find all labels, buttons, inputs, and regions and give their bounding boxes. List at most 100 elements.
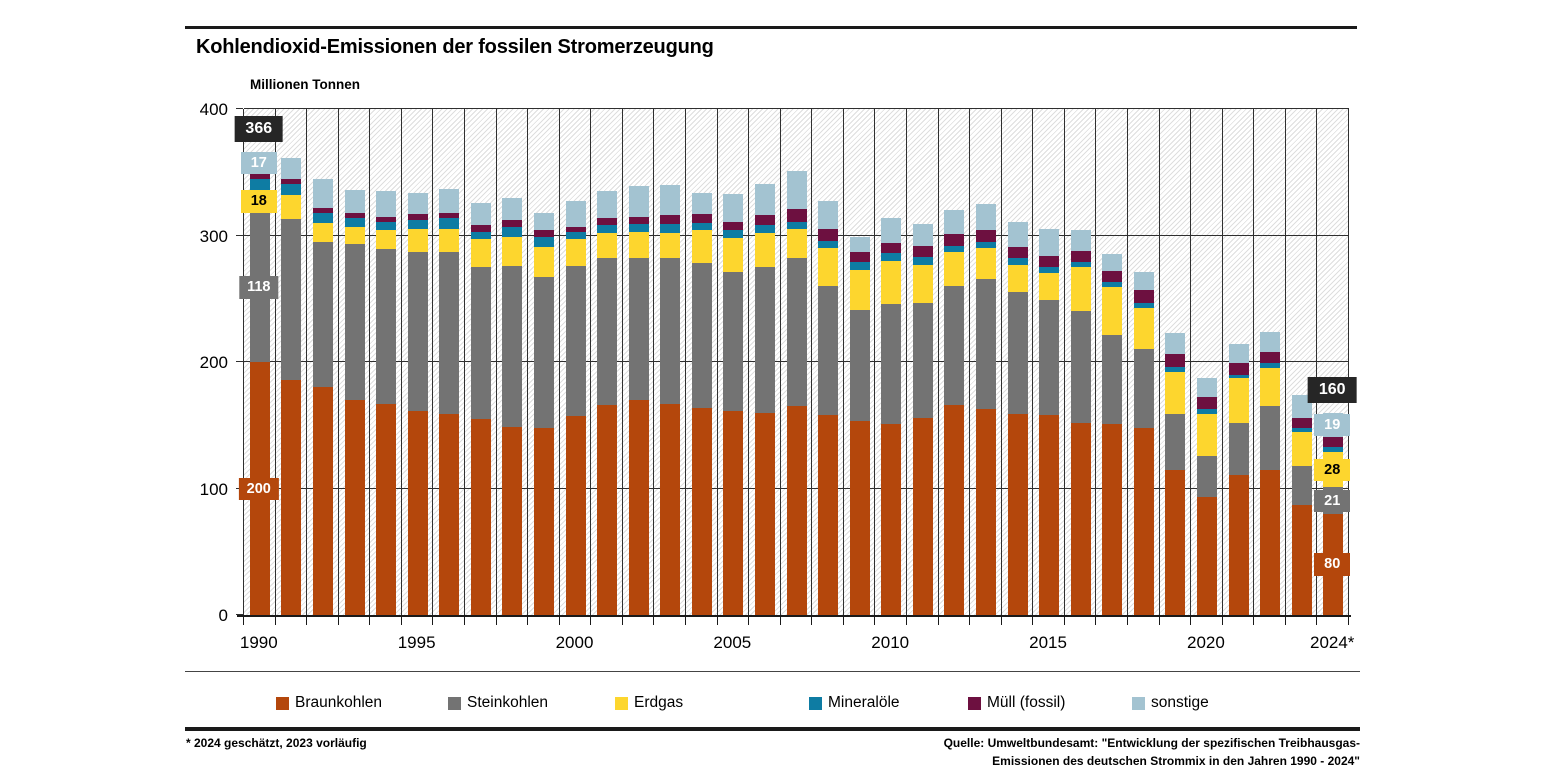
bar-segment-Erdgas-2018 [1133,307,1154,350]
bar-segment-Müll (fossil)-2007 [786,208,807,222]
column-separator [1253,109,1255,615]
legend-color-chip-Erdgas [615,696,628,710]
x-tick-mark [527,617,529,625]
bar-segment-Müll (fossil)-2016 [1070,250,1091,263]
callout-118: 118 [239,276,279,299]
bar-segment-Braunkohlen-2002 [628,399,649,615]
x-tick-label-2024*: 2024* [1309,633,1355,652]
bar-segment-Erdgas-2006 [754,232,775,268]
bar-segment-Mineralöle-2017 [1102,282,1123,288]
column-separator [464,109,465,615]
bar-segment-sonstige-2012 [944,210,965,235]
legend-label: Mineralöle [828,694,900,711]
column-separator [685,109,686,615]
legend-divider-top [185,671,1360,672]
x-tick-mark [1032,617,1034,625]
x-tick-mark [558,617,560,625]
bar-segment-Mineralöle-2004 [691,222,712,231]
bar-segment-Mineralöle-1992 [312,212,333,223]
bar-segment-Steinkohlen-1999 [533,277,554,428]
callout-28: 28 [1314,458,1351,482]
column-separator [1221,109,1223,615]
bar-segment-sonstige-2003 [660,184,681,216]
bar-segment-Mineralöle-2012 [944,245,965,252]
bar-segment-sonstige-2011 [912,224,933,246]
bar-segment-Steinkohlen-1992 [312,241,333,388]
x-tick-mark [842,617,844,625]
bar-segment-sonstige-1993 [344,189,365,213]
x-tick-label-2005: 2005 [713,633,752,652]
x-tick-mark [1221,617,1223,625]
x-tick-label-1995: 1995 [397,633,436,652]
bar-segment-sonstige-1996 [439,188,460,213]
bar-segment-Steinkohlen-2001 [597,258,618,406]
legend-label: Steinkohlen [467,694,549,711]
bar-segment-Mineralöle-2010 [881,253,902,261]
bar-segment-Erdgas-1998 [502,236,523,266]
bar-segment-sonstige-2009 [849,236,870,252]
x-tick-mark [1063,617,1065,625]
bar-segment-Mineralöle-2008 [818,240,839,249]
x-tick-mark [653,617,655,625]
column-separator [1063,109,1065,615]
bar-segment-sonstige-1999 [533,212,554,231]
bar-segment-sonstige-2001 [597,191,618,218]
y-tick-label-100: 100 [199,479,228,499]
column-separator [369,109,371,615]
x-tick-mark [1095,617,1097,625]
x-tick-mark [748,617,750,625]
bar-segment-Braunkohlen-1993 [344,399,365,615]
bar-segment-Erdgas-2017 [1102,287,1123,336]
bar-segment-Müll (fossil)-2008 [818,229,839,241]
column-separator [748,109,750,615]
bar-segment-Erdgas-2021 [1228,378,1249,423]
bar-segment-Braunkohlen-2013 [975,408,996,615]
bar-segment-Mineralöle-1991 [281,183,302,196]
bar-segment-Erdgas-1994 [376,230,397,250]
bar-segment-Müll (fossil)-2001 [597,217,618,226]
x-tick-mark [1253,617,1255,625]
bar-segment-Braunkohlen-2001 [597,405,618,615]
bar-segment-Mineralöle-2007 [786,221,807,230]
source-citation-line2: Emissionen des deutschen Strommix in den… [992,754,1360,768]
bar-segment-Mineralöle-2021 [1228,374,1249,379]
bar-segment-Müll (fossil)-2003 [660,215,681,225]
bar-segment-Erdgas-2002 [628,231,649,259]
bar-segment-Steinkohlen-2002 [628,258,649,400]
column-separator [779,109,781,615]
bar-segment-sonstige-2000 [565,201,586,227]
y-tick-mark [236,108,243,109]
bar-segment-Mineralöle-2003 [660,224,681,233]
bar-segment-Steinkohlen-1998 [502,265,523,427]
bar-segment-Braunkohlen-2023 [1291,504,1312,615]
bar-segment-Steinkohlen-2022 [1260,406,1281,470]
column-separator [495,109,497,615]
bar-segment-Mineralöle-2019 [1165,367,1186,373]
x-tick-mark [243,617,244,625]
bar-segment-Steinkohlen-2008 [818,286,839,416]
callout-160: 160 [1307,376,1357,403]
bar-segment-Erdgas-2014 [1007,264,1028,293]
bar-segment-Erdgas-2008 [818,248,839,287]
bar-segment-Erdgas-2009 [849,269,870,311]
chart-title: Kohlendioxid-Emissionen der fossilen Str… [196,36,714,58]
x-tick-mark [464,617,465,625]
bar-segment-Müll (fossil)-2018 [1133,289,1154,303]
bar-segment-Mineralöle-1990 [249,178,270,190]
x-tick-label-2015: 2015 [1029,633,1067,652]
bar-segment-Mineralöle-2022 [1260,363,1281,369]
x-tick-mark [306,617,308,625]
column-separator [1190,109,1192,615]
bar-segment-Müll (fossil)-2017 [1102,270,1123,283]
bar-segment-Braunkohlen-2018 [1133,427,1154,615]
bar-segment-Braunkohlen-2009 [849,421,870,615]
bar-segment-Steinkohlen-1995 [407,251,428,412]
bar-segment-Erdgas-1996 [439,229,460,252]
callout-17: 17 [240,151,277,175]
bar-segment-sonstige-1992 [312,178,333,208]
bar-segment-sonstige-2004 [691,192,712,214]
bar-segment-sonstige-2007 [786,171,807,209]
x-tick-mark [906,617,907,625]
x-tick-mark [937,617,939,625]
column-separator [558,109,560,615]
